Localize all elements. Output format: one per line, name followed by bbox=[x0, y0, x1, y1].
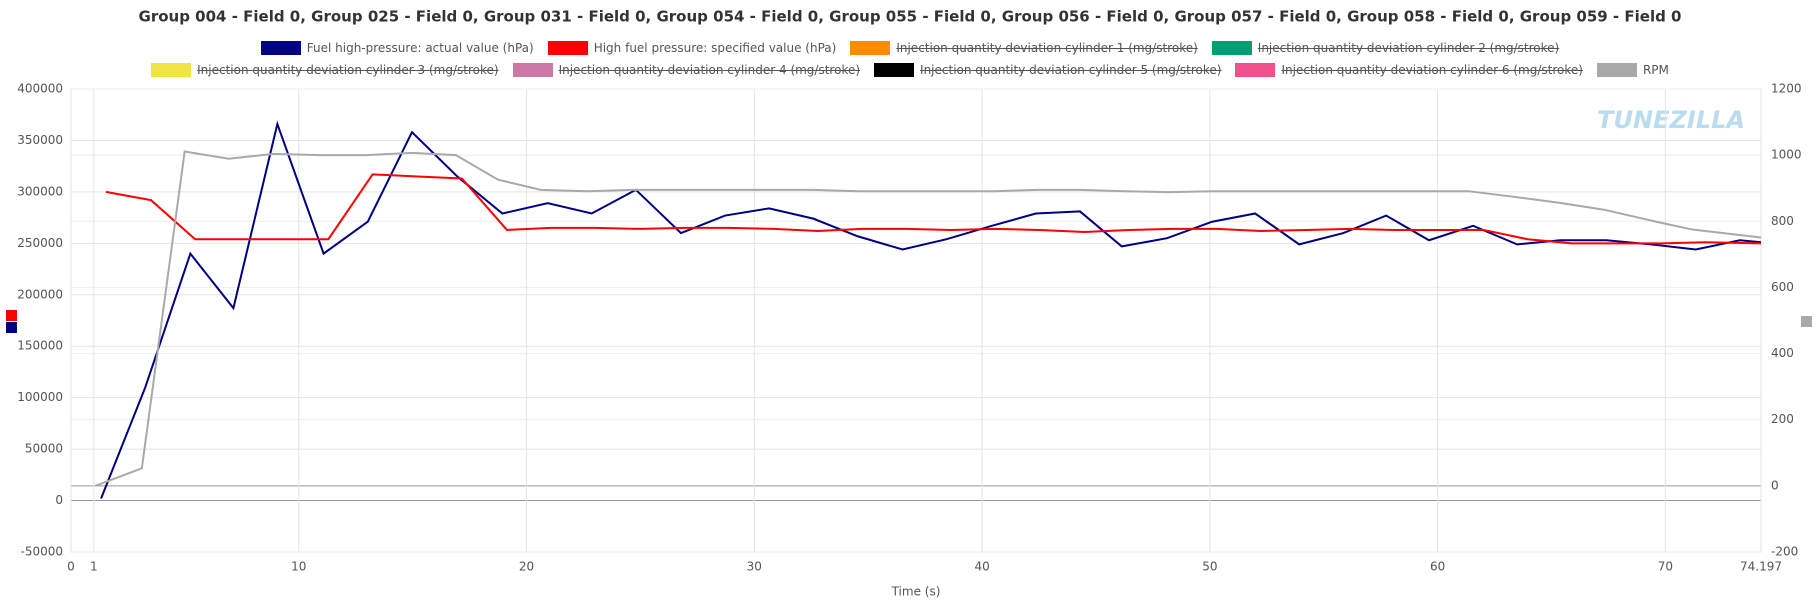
x-tick-label: 10 bbox=[291, 560, 306, 574]
x-tick-label: 0 bbox=[67, 560, 75, 574]
legend-swatch bbox=[874, 63, 915, 77]
y-tick-label: -50000 bbox=[20, 545, 63, 559]
x-tick-label: 40 bbox=[974, 560, 989, 574]
legend-swatch bbox=[1211, 41, 1252, 55]
y2-tick-label: 1200 bbox=[1771, 82, 1802, 96]
y2-tick-label: 0 bbox=[1771, 478, 1779, 492]
y-tick-label: 250000 bbox=[17, 236, 63, 250]
x-tick-label: 60 bbox=[1430, 560, 1445, 574]
x-tick-label: 74.197 bbox=[1740, 560, 1782, 574]
x-tick-label: 20 bbox=[519, 560, 534, 574]
legend-item[interactable]: RPM bbox=[1596, 62, 1669, 78]
watermark: TUNEZILLA bbox=[1597, 106, 1745, 134]
legend-swatch bbox=[1235, 63, 1276, 77]
series-line bbox=[95, 150, 1762, 487]
legend-swatch bbox=[1596, 63, 1637, 77]
legend-item[interactable]: Injection quantity deviation cylinder 6 … bbox=[1235, 62, 1583, 78]
y2-tick-label: 400 bbox=[1771, 346, 1794, 360]
axis-indicator bbox=[6, 322, 17, 333]
plot-frame bbox=[70, 88, 1762, 553]
legend-label: Injection quantity deviation cylinder 4 … bbox=[558, 63, 861, 77]
legend-label: High fuel pressure: specified value (hPa… bbox=[593, 41, 837, 55]
x-axis-label: Time (s) bbox=[891, 585, 941, 599]
series-line bbox=[100, 120, 1762, 499]
legend-label: Injection quantity deviation cylinder 3 … bbox=[197, 63, 499, 77]
legend-label: RPM bbox=[1642, 63, 1669, 77]
legend-item[interactable]: Injection quantity deviation cylinder 3 … bbox=[151, 62, 499, 78]
y2-tick-label: -200 bbox=[1771, 545, 1798, 559]
chart-title: Group 004 - Field 0, Group 025 - Field 0… bbox=[139, 8, 1682, 26]
legend-item[interactable]: High fuel pressure: specified value (hPa… bbox=[547, 40, 837, 56]
legend-label: Injection quantity deviation cylinder 1 … bbox=[896, 41, 1198, 55]
x-tick-label: 50 bbox=[1202, 560, 1217, 574]
legend-swatch bbox=[512, 63, 553, 77]
legend-swatch bbox=[151, 63, 192, 77]
y-tick-label: 100000 bbox=[17, 390, 63, 404]
legend-label: Injection quantity deviation cylinder 6 … bbox=[1281, 63, 1583, 77]
legend-label: Injection quantity deviation cylinder 2 … bbox=[1257, 41, 1560, 55]
legend-item[interactable]: Injection quantity deviation cylinder 4 … bbox=[512, 62, 861, 78]
legend-item[interactable]: Injection quantity deviation cylinder 1 … bbox=[850, 40, 1198, 56]
y-tick-label: 50000 bbox=[25, 442, 63, 456]
axis-indicator bbox=[6, 310, 17, 321]
legend-swatch bbox=[850, 41, 891, 55]
y2-tick-label: 800 bbox=[1771, 214, 1794, 228]
series-line bbox=[105, 173, 1762, 245]
axis-indicator bbox=[1801, 316, 1812, 327]
y-tick-label: 400000 bbox=[17, 82, 63, 96]
legend: Fuel high-pressure: actual value (hPa) Hi… bbox=[120, 40, 1700, 78]
y2-tick-label: 600 bbox=[1771, 280, 1794, 294]
legend-item[interactable]: Injection quantity deviation cylinder 5 … bbox=[874, 62, 1221, 78]
y2-tick-label: 200 bbox=[1771, 412, 1794, 426]
y-tick-label: 300000 bbox=[17, 184, 63, 198]
legend-item[interactable]: Injection quantity deviation cylinder 2 … bbox=[1211, 40, 1560, 56]
legend-swatch bbox=[260, 41, 301, 55]
y2-tick-label: 1000 bbox=[1771, 148, 1802, 162]
x-tick-label: 1 bbox=[90, 560, 98, 574]
y-tick-label: 350000 bbox=[17, 133, 63, 147]
y-tick-label: 0 bbox=[55, 493, 63, 507]
x-tick-label: 30 bbox=[747, 560, 762, 574]
legend-item[interactable]: Fuel high-pressure: actual value (hPa) bbox=[260, 40, 534, 56]
legend-swatch bbox=[547, 41, 588, 55]
legend-label: Fuel high-pressure: actual value (hPa) bbox=[306, 41, 534, 55]
x-tick-label: 70 bbox=[1658, 560, 1673, 574]
legend-label: Injection quantity deviation cylinder 5 … bbox=[920, 63, 1222, 77]
y-tick-label: 150000 bbox=[17, 339, 63, 353]
y-tick-label: 200000 bbox=[17, 287, 63, 301]
